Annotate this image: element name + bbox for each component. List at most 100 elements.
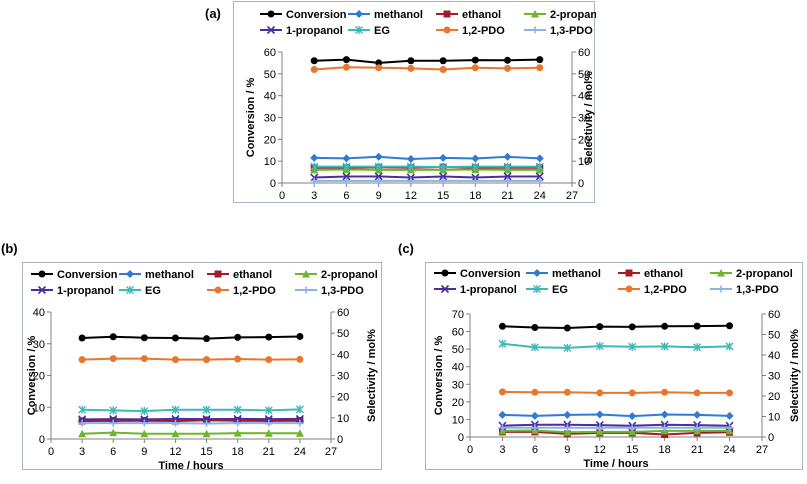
chart-c-point-conversion-15: [628, 323, 636, 331]
chart-c-point-1-3-pdo-12: [596, 424, 604, 432]
chart-c-legend-marker-1-3-pdo: [717, 285, 725, 293]
chart-a-point-1-propanol-21: [503, 172, 512, 181]
chart-a-xtick-label-15: 15: [437, 190, 449, 202]
chart-b-ytick-label-0: 0: [39, 434, 45, 446]
chart-a-point-methanol-24: [535, 154, 544, 163]
chart-c-series-line-1-propanol: [502, 423, 730, 427]
chart-a-legend-label-1-propanol: 1-propanol: [286, 25, 343, 37]
chart-c-point-1-2-pdo-12: [596, 389, 604, 397]
chart-c-point-methanol-18: [660, 410, 669, 419]
chart-b-y2tick-label-0: 0: [337, 434, 343, 446]
chart-c-legend-marker-1-2-pdo: [625, 285, 633, 293]
chart-a-point-conversion-6: [342, 56, 350, 64]
chart-c-point-1-3-pdo-6: [531, 424, 539, 432]
chart-a-y2tick-label-10: 10: [578, 156, 590, 168]
chart-b-legend-marker-1-3-pdo: [302, 286, 310, 294]
chart-c-point-1-3-pdo-15: [628, 424, 636, 432]
chart-b-point-1-propanol-3: [78, 415, 87, 424]
chart-c-xtick-label-6: 6: [532, 444, 538, 456]
chart-c-point-1-2-pdo-6: [531, 388, 539, 396]
chart-a-y2label: Selectivity / mol%: [583, 71, 595, 164]
chart-a-point-conversion-24: [536, 56, 544, 64]
chart-a-point-1-2-pdo-21: [504, 64, 512, 72]
chart-b-point-1-3-pdo-15: [203, 420, 211, 428]
chart-b-series-line-conversion: [82, 335, 300, 340]
chart-a-series-line-1-2-pdo: [314, 66, 540, 71]
chart-b-point-1-3-pdo-3: [78, 419, 86, 427]
chart-b-legend-marker-methanol: [126, 270, 134, 278]
chart-c-point-1-2-pdo-21: [693, 389, 701, 397]
chart-b-xtick-label-6: 6: [110, 446, 116, 458]
chart-a-point-1-3-pdo-6: [342, 177, 350, 185]
chart-b-legend-marker-1-propanol: [37, 285, 47, 295]
chart-a-point-methanol-6: [342, 154, 351, 163]
chart-c-legend-label-1-2-pdo: 1,2-PDO: [644, 284, 687, 296]
chart-c-series-line-ethanol: [502, 430, 730, 436]
chart-b-point-2-propanol-9: [140, 429, 149, 438]
chart-c-xtick-label-21: 21: [691, 444, 703, 456]
chart-b-point-2-propanol-3: [78, 429, 87, 438]
chart-b-legend-label-2-propanol: 2-propanol: [321, 269, 378, 281]
chart-b-point-eg-18: [233, 405, 242, 414]
chart-c-point-methanol-3: [498, 410, 507, 419]
chart-b-legend-label-methanol: methanol: [145, 269, 194, 281]
chart-a-point-1-2-pdo-12: [407, 64, 415, 72]
chart-b-y2label: Selectivity / mol%: [366, 329, 378, 422]
chart-a-point-1-2-pdo-6: [342, 63, 350, 71]
chart-b-point-2-propanol-15: [202, 429, 211, 438]
chart-b-legend-label-conversion: Conversion: [57, 269, 118, 281]
chart-a-point-eg-3: [310, 162, 319, 171]
chart-c-y2tick-label-40: 40: [768, 350, 780, 362]
chart-c-point-conversion-24: [726, 322, 734, 330]
chart-a-point-methanol-21: [503, 152, 512, 161]
chart-c-point-eg-12: [595, 342, 604, 351]
chart-c-legend-label-conversion: Conversion: [460, 268, 521, 280]
chart-c-ytick-label-40: 40: [452, 362, 464, 374]
chart-a-point-conversion-21: [504, 56, 512, 64]
chart-b-legend-label-1-propanol: 1-propanol: [57, 285, 114, 297]
chart-a-ytick-label-10: 10: [264, 156, 276, 168]
chart-c-point-methanol-9: [563, 410, 572, 419]
chart-b-xtick-label-9: 9: [141, 446, 147, 458]
chart-c-ytick-label-70: 70: [452, 309, 464, 321]
chart-a-point-eg-18: [471, 162, 480, 171]
chart-a-point-conversion-15: [439, 57, 447, 65]
chart-panel-a: Conversion methanol ethanol 2-propanol 1-pro…: [233, 1, 607, 216]
chart-b-point-1-propanol-15: [202, 415, 211, 424]
chart-c-series-line-2-propanol: [502, 429, 730, 434]
chart-a-legend-label-1-2-pdo: 1,2-PDO: [462, 25, 505, 37]
chart-b-legend-marker-1-2-pdo: [214, 286, 222, 294]
chart-a-y2tick-label-20: 20: [578, 134, 590, 146]
chart-b-point-eg-12: [171, 405, 180, 414]
chart-a-point-1-2-pdo-3: [310, 65, 318, 73]
chart-a-point-conversion-12: [407, 57, 415, 65]
chart-a-xtick-label-24: 24: [534, 190, 546, 202]
chart-c-point-1-2-pdo-9: [563, 388, 571, 396]
chart-c-y2tick-label-30: 30: [768, 371, 780, 383]
chart-a-legend-label-1-3-pdo: 1,3-PDO: [550, 25, 593, 37]
chart-b-xtick-label-18: 18: [232, 446, 244, 458]
chart-b-point-1-2-pdo-21: [265, 356, 273, 364]
chart-c-point-eg-21: [693, 343, 702, 352]
chart-c-xlabel: Time / hours: [583, 458, 648, 470]
chart-svg-a: Conversion methanol ethanol 2-propanol 1-pro…: [245, 9, 607, 216]
chart-panel-b: Conversion methanol ethanol 2-propanol 1-pro…: [22, 262, 382, 472]
chart-b-series-line-eg: [82, 408, 300, 413]
chart-c-y2label: Selectivity / mol%: [789, 329, 801, 422]
chart-c-legend-label-1-propanol: 1-propanol: [460, 284, 517, 296]
chart-c-point-ethanol-18: [661, 431, 669, 439]
chart-c-legend-marker-conversion: [441, 269, 449, 277]
chart-a-point-1-3-pdo-15: [439, 177, 447, 185]
chart-a-legend-label-methanol: methanol: [374, 9, 423, 21]
chart-b-point-eg-24: [295, 405, 304, 414]
chart-b-point-1-3-pdo-21: [265, 419, 273, 427]
chart-a-point-conversion-3: [310, 57, 318, 65]
chart-c-xtick-label-24: 24: [723, 444, 735, 456]
chart-b-point-1-2-pdo-6: [109, 355, 117, 363]
chart-b-point-1-2-pdo-9: [140, 355, 148, 363]
chart-c-y2tick-label-0: 0: [768, 432, 774, 444]
chart-c-legend-label-methanol: methanol: [552, 268, 601, 280]
chart-b-legend-label-eg: EG: [145, 285, 161, 297]
chart-a-y2tick-label-30: 30: [578, 113, 590, 125]
chart-a-xtick-label-18: 18: [469, 190, 481, 202]
